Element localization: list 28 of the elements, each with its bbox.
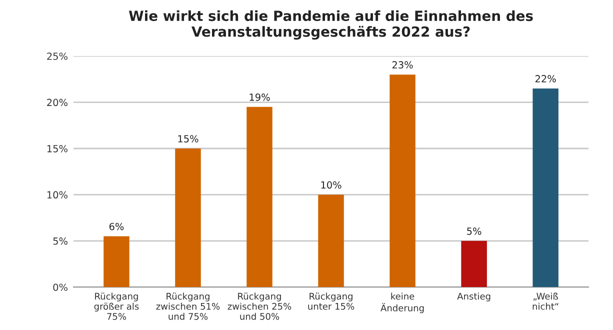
data-label: 22%	[535, 75, 556, 82]
data-label: 10%	[321, 181, 342, 189]
x-tick-label: Anstieg	[457, 292, 490, 302]
bar	[246, 106, 272, 288]
x-tick-label: Rückgang größer als 75%	[94, 292, 139, 320]
x-tick-label: „Weiß nicht“	[532, 292, 558, 310]
x-tick-label: Rückgang zwischen 51% und 75%	[156, 292, 220, 320]
bar	[390, 74, 416, 288]
data-label: 23%	[392, 61, 413, 69]
bar	[461, 240, 487, 288]
data-label: 5%	[467, 227, 482, 235]
bar	[104, 236, 130, 288]
x-tick-label: Rückgang zwischen 25% und 50%	[228, 292, 292, 320]
bar	[175, 148, 201, 288]
x-tick-label: Rückgang unter 15%	[308, 292, 354, 310]
y-tick-label: 0%	[53, 284, 68, 291]
y-tick-label: 5%	[53, 237, 68, 245]
bar	[318, 194, 344, 288]
chart-title: Wie wirkt sich die Pandemie auf die Einnahmen des Veranstaltungsgeschäfts 2022 aus?	[128, 10, 533, 40]
data-label: 19%	[250, 94, 270, 101]
y-tick-label: 25%	[47, 52, 68, 60]
y-tick-label: 15%	[47, 144, 68, 152]
y-tick-label: 10%	[47, 191, 68, 199]
data-label: 6%	[109, 222, 124, 230]
bar	[532, 88, 558, 288]
data-label: 15%	[178, 135, 198, 142]
x-tick-label: keine Änderung	[380, 292, 424, 314]
y-tick-label: 20%	[47, 98, 68, 106]
